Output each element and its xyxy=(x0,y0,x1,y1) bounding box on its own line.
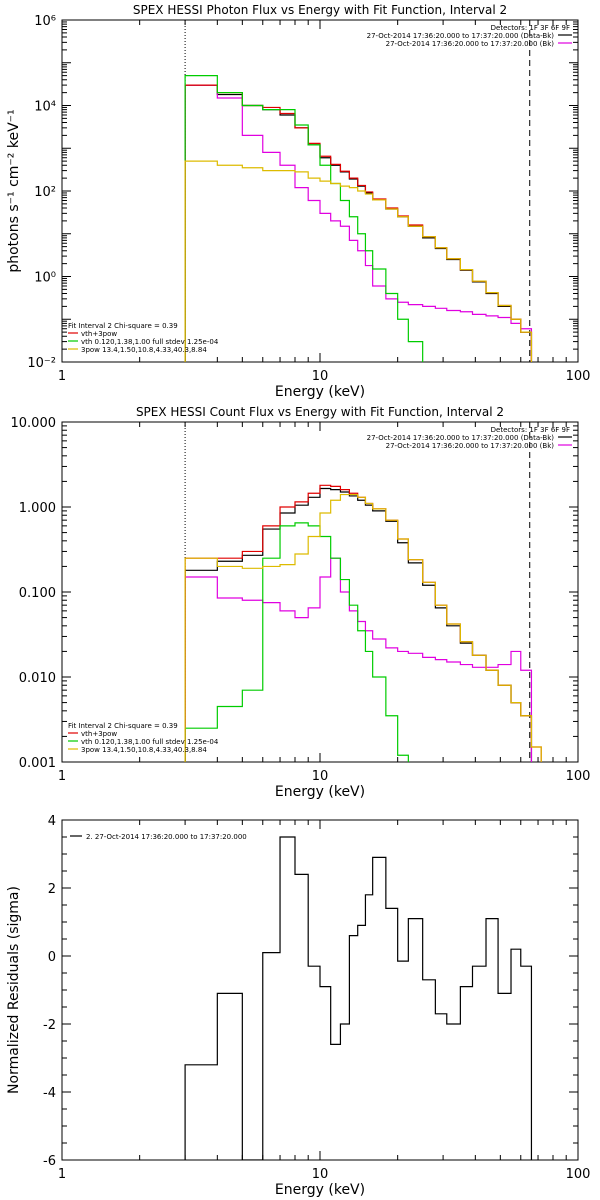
y-tick-label: 4 xyxy=(48,814,56,829)
y-tick-label: 1.000 xyxy=(19,501,56,516)
x-tick-label: 10 xyxy=(312,769,329,784)
fit-legend-header: Fit Interval 2 Chi-square = 0.39 xyxy=(68,722,178,730)
legend-header: Detectors: 1F 3F 6F 9F xyxy=(491,426,570,434)
legend-entry-text: 2. 27-Oct-2014 17:36:20.000 to 17:37:20.… xyxy=(86,833,247,841)
x-tick-label: 100 xyxy=(566,369,591,384)
chart-title: SPEX HESSI Count Flux vs Energy with Fit… xyxy=(136,405,504,419)
x-tick-label: 1 xyxy=(58,1167,66,1182)
y-tick-label: -2 xyxy=(43,1018,56,1033)
series-line-vth xyxy=(184,522,409,762)
chart-panel-2: SPEX HESSI Count Flux vs Energy with Fit… xyxy=(11,405,591,800)
legend-entry-text: 27-Oct-2014 17:36:20.000 to 17:37:20.000… xyxy=(386,40,555,48)
y-axis-label: photons s⁻¹ cm⁻² keV⁻¹ xyxy=(6,109,22,272)
x-axis-label: Energy (keV) xyxy=(275,1182,365,1198)
y-tick-label: 10² xyxy=(34,185,56,200)
y-tick-label: 0 xyxy=(48,950,56,965)
fit-legend-entry-text: vth 0.120,1.38,1.00 full stdev 1.25e-04 xyxy=(81,338,219,346)
series-line-bk xyxy=(184,84,533,362)
y-tick-label: 0.010 xyxy=(19,671,56,686)
chart-panel-3: Energy (keV) Normalized Residuals (sigma)… xyxy=(6,814,590,1198)
fit-legend-entry-text: vth+3pow xyxy=(81,730,117,738)
x-axis-label: Energy (keV) xyxy=(275,784,365,800)
legend-entry-text: 27-Oct-2014 17:36:20.000 to 17:37:20.000… xyxy=(367,32,555,40)
series-group xyxy=(184,484,542,762)
fit-legend-entry-text: 3pow 13.4,1.50,10.8,4.33,40.3,8.84 xyxy=(81,746,207,754)
series-line-3pow xyxy=(184,493,542,762)
y-tick-label: 10⁰ xyxy=(34,271,56,286)
y-tick-label: -6 xyxy=(43,1154,56,1169)
y-tick-label: 2 xyxy=(48,882,56,897)
x-axis-label: Energy (keV) xyxy=(275,384,365,400)
x-tick-label: 10 xyxy=(312,369,329,384)
y-tick-label: 10⁻² xyxy=(27,356,56,371)
series-line-vth xyxy=(184,75,436,362)
y-tick-label: 0.001 xyxy=(19,756,56,771)
plot-frame xyxy=(61,819,579,1161)
legend-header: Detectors: 1F 3F 6F 9F xyxy=(491,24,570,32)
y-axis-label: Normalized Residuals (sigma) xyxy=(6,886,22,1094)
series-line-residuals xyxy=(184,836,533,1160)
y-tick-label: -4 xyxy=(43,1086,56,1101)
y-tick-label: 10⁶ xyxy=(34,14,56,29)
plot-frame xyxy=(61,19,579,363)
series-group xyxy=(184,75,533,362)
x-tick-label: 1 xyxy=(58,369,66,384)
y-tick-label: 10.000 xyxy=(11,416,57,431)
x-tick-label: 1 xyxy=(58,769,66,784)
chart-panel-1: SPEX HESSI Photon Flux vs Energy with Fi… xyxy=(6,3,590,400)
x-tick-label: 10 xyxy=(312,1167,329,1182)
legend-entry-text: 27-Oct-2014 17:36:20.000 to 17:37:20.000… xyxy=(367,434,555,442)
fit-legend-entry-text: 3pow 13.4,1.50,10.8,4.33,40.3,8.84 xyxy=(81,346,207,354)
series-line-bk xyxy=(184,557,542,762)
fit-legend-entry-text: vth 0.120,1.38,1.00 full stdev 1.25e-04 xyxy=(81,738,219,746)
fit-legend-entry-text: vth+3pow xyxy=(81,330,117,338)
chart-title: SPEX HESSI Photon Flux vs Energy with Fi… xyxy=(133,3,507,17)
x-tick-label: 100 xyxy=(566,1167,591,1182)
y-tick-label: 10⁴ xyxy=(34,100,56,115)
fit-legend-header: Fit Interval 2 Chi-square = 0.39 xyxy=(68,322,178,330)
x-tick-label: 100 xyxy=(566,769,591,784)
series-line-3pow xyxy=(184,160,533,362)
series-line-vth-3pow xyxy=(184,484,542,762)
series-group xyxy=(184,836,533,1160)
legend-entry-text: 27-Oct-2014 17:36:20.000 to 17:37:20.000… xyxy=(386,442,555,450)
y-tick-label: 0.100 xyxy=(19,586,56,601)
